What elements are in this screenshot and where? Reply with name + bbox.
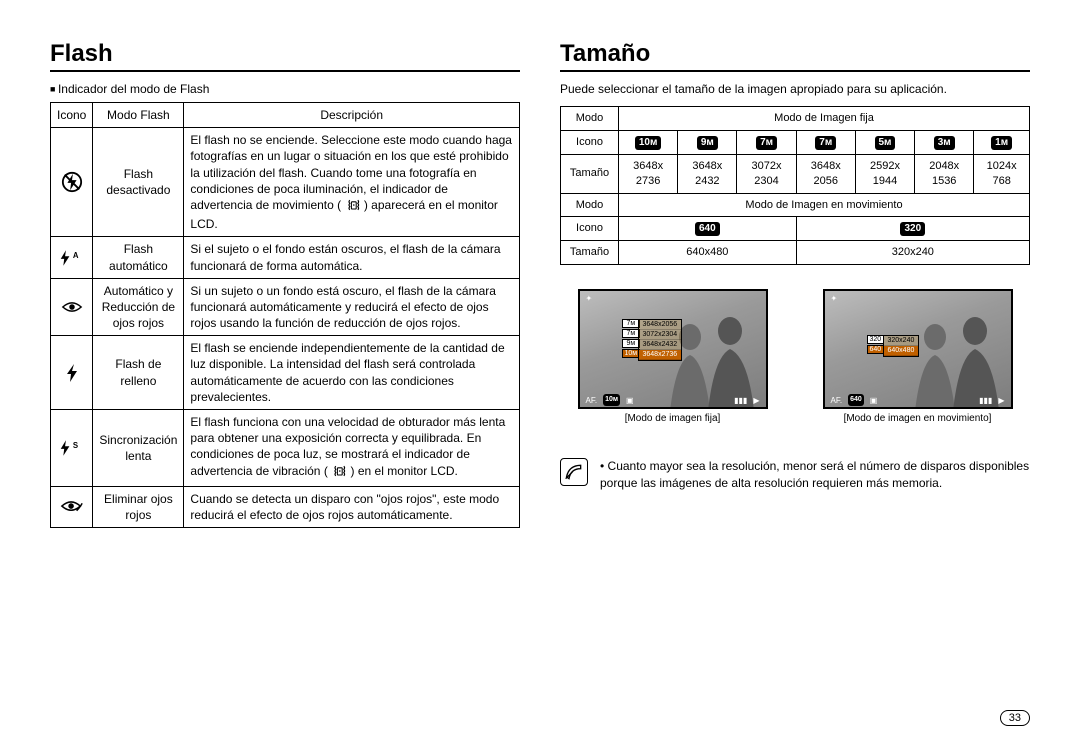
size-intro: Puede seleccionar el tamaño de la imagen…: [560, 82, 1030, 96]
col-modo: Modo Flash: [93, 103, 184, 128]
table-row: Flash de relleno El flash se enciende in…: [51, 336, 520, 410]
fill-desc: El flash se enciende independientemente …: [184, 336, 520, 410]
table-row: Automático y Reducción de ojos rojos Si …: [51, 278, 520, 336]
slow-desc: El flash funciona con una velocidad de o…: [184, 410, 520, 487]
table-row: Eliminar ojos rojos Cuando se detecta un…: [51, 486, 520, 527]
flash-off-desc: El flash no se enciende. Seleccione este…: [184, 128, 520, 237]
flash-section: Flash Indicador del modo de Flash Icono …: [50, 40, 520, 528]
table-row: Flash desactivado El flash no se enciend…: [51, 128, 520, 237]
fill-flash-icon: [51, 336, 93, 410]
preview-movie: ✦ 320 640 320x240 640x480 AF.640▣ ▮▮▮▶ […: [823, 289, 1013, 424]
flash-table: Icono Modo Flash Descripción Flash desac…: [50, 102, 520, 528]
flash-auto-desc: Si el sujeto o el fondo están oscuros, e…: [184, 237, 520, 278]
size-section: Tamaño Puede seleccionar el tamaño de la…: [560, 40, 1030, 528]
svg-text:A: A: [73, 251, 79, 260]
preview-still-caption: [Modo de imagen fija]: [578, 413, 768, 424]
flash-auto-mode: Flash automático: [93, 237, 184, 278]
col-icono: Icono: [51, 103, 93, 128]
fill-mode: Flash de relleno: [93, 336, 184, 410]
redeye-desc: Si un sujeto o un fondo está oscuro, el …: [184, 278, 520, 336]
flash-off-icon: [51, 128, 93, 237]
preview-movie-caption: [Modo de imagen en movimiento]: [823, 413, 1013, 424]
svg-text:S: S: [73, 441, 78, 450]
page-number: 33: [1000, 710, 1030, 726]
redeye-fix-mode: Eliminar ojos rojos: [93, 486, 184, 527]
note-icon: [560, 458, 588, 486]
col-desc: Descripción: [184, 103, 520, 128]
shake-icon: [345, 198, 361, 216]
table-header-row: Icono Modo Flash Descripción: [51, 103, 520, 128]
flash-auto-icon: A: [51, 237, 93, 278]
redeye-icon: [51, 278, 93, 336]
slow-mode: Sincronización lenta: [93, 410, 184, 487]
preview-row: ✦ 7ᴍ 7ᴍ 9ᴍ 10ᴍ 3648x2056 3072x2304 3648x…: [560, 289, 1030, 424]
size-table: Modo Modo de Imagen fija Icono 10ᴍ 9ᴍ 7ᴍ…: [560, 106, 1030, 265]
redeye-fix-icon: [51, 486, 93, 527]
note: Cuanto mayor sea la resolución, menor se…: [560, 458, 1030, 492]
preview-still: ✦ 7ᴍ 7ᴍ 9ᴍ 10ᴍ 3648x2056 3072x2304 3648x…: [578, 289, 768, 424]
redeye-fix-desc: Cuando se detecta un disparo con "ojos r…: [184, 486, 520, 527]
note-text: Cuanto mayor sea la resolución, menor se…: [600, 458, 1030, 492]
redeye-mode: Automático y Reducción de ojos rojos: [93, 278, 184, 336]
table-row: A Flash automático Si el sujeto o el fon…: [51, 237, 520, 278]
shake-icon: [331, 464, 347, 482]
flash-off-mode: Flash desactivado: [93, 128, 184, 237]
flash-subhead: Indicador del modo de Flash: [50, 82, 520, 96]
table-row: S Sincronización lenta El flash funciona…: [51, 410, 520, 487]
size-title: Tamaño: [560, 40, 1030, 72]
slow-sync-icon: S: [51, 410, 93, 487]
flash-title: Flash: [50, 40, 520, 72]
